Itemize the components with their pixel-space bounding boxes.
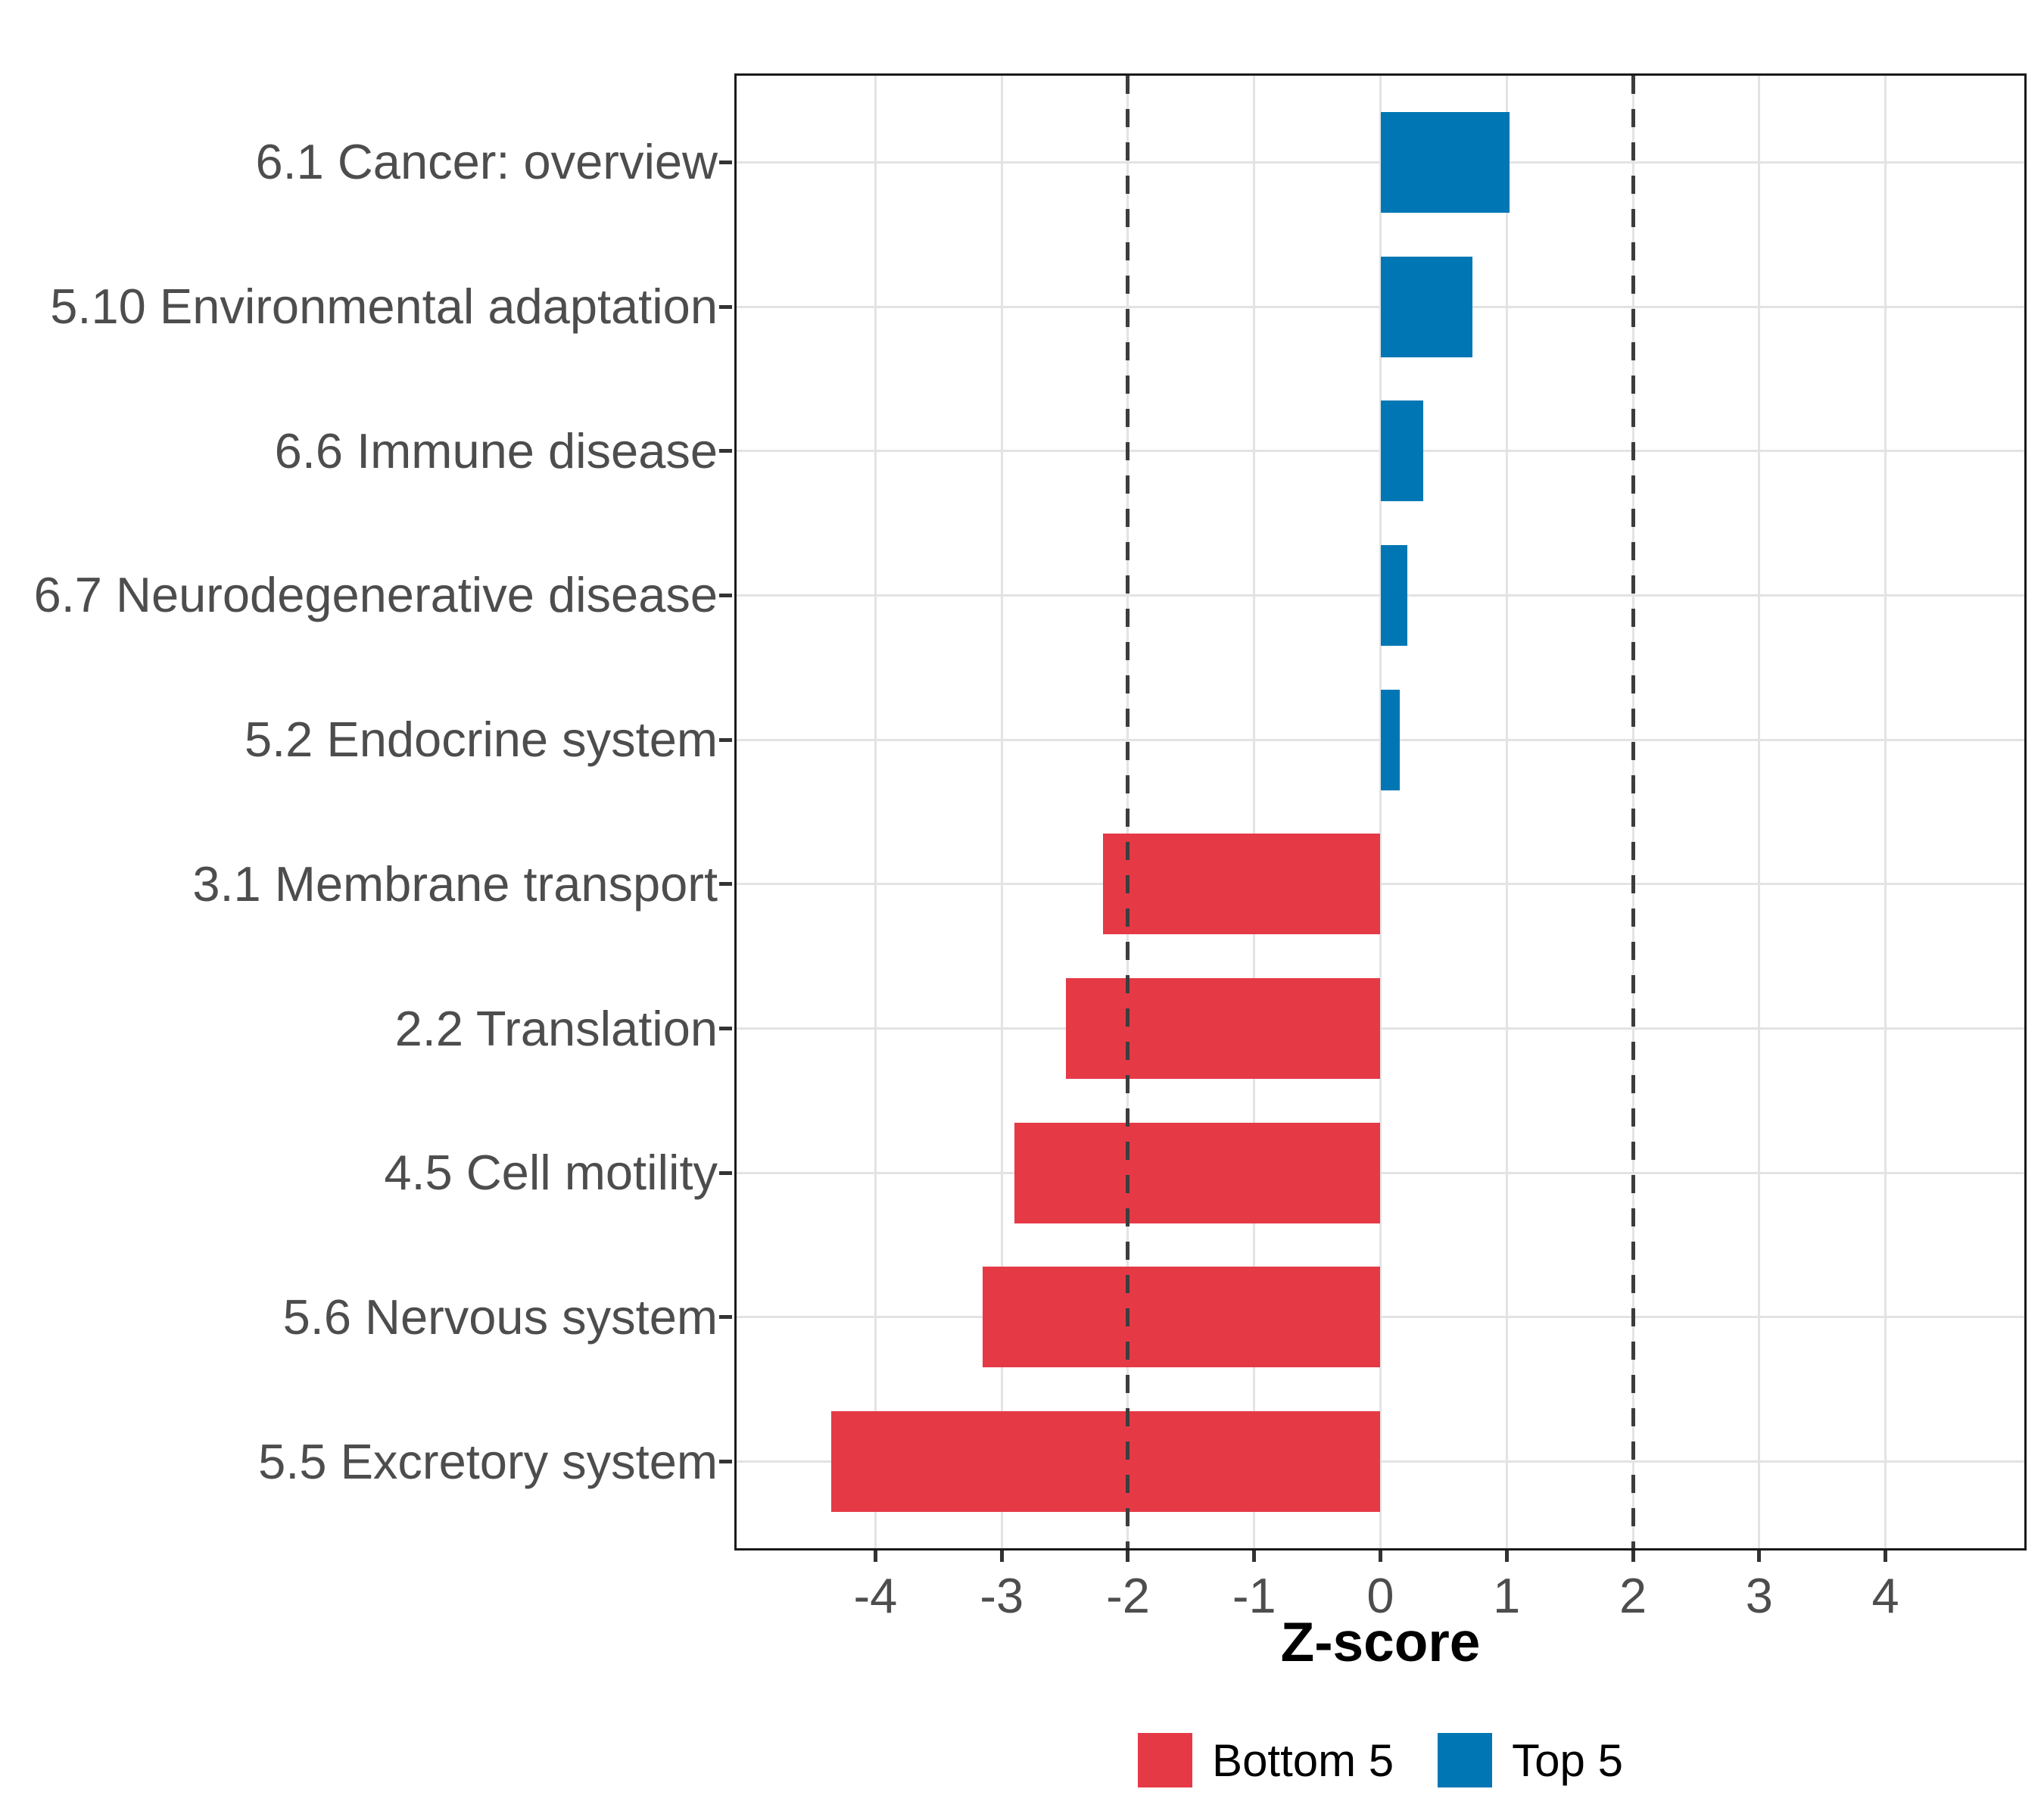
bar [1380,400,1424,502]
y-gridline [737,1316,2024,1319]
y-tick [719,160,732,164]
x-tick-label: 3 [1745,1568,1773,1623]
reference-line [1631,76,1635,1548]
x-gridline [874,76,877,1548]
y-gridline [737,1027,2024,1030]
x-tick-label: -4 [853,1568,898,1623]
category-label: 5.6 Nervous system [282,1289,718,1345]
x-tick-label: -2 [1106,1568,1150,1623]
x-gridline [1253,76,1256,1548]
bar [1380,544,1407,646]
x-tick-label: -1 [1232,1568,1276,1623]
legend-item-bottom5: Bottom 5 [1138,1733,1394,1787]
bar [1380,689,1400,790]
x-tick [1631,1551,1635,1562]
x-tick [999,1551,1004,1562]
category-label: 5.10 Environmental adaptation [50,279,718,335]
x-gridline [1379,76,1382,1548]
y-tick [719,1170,732,1175]
bar [1380,256,1473,357]
x-tick [1884,1551,1888,1562]
bar [983,1267,1381,1368]
bar [1066,978,1381,1080]
y-tick [719,449,732,453]
x-axis-title: Z-score [1280,1612,1481,1673]
y-gridline [737,1460,2024,1463]
x-tick-label: 1 [1493,1568,1521,1623]
legend-swatch-bottom5 [1138,1733,1193,1787]
y-tick [719,593,732,597]
legend-item-top5: Top 5 [1438,1733,1623,1787]
x-tick [1757,1551,1762,1562]
x-tick [1504,1551,1509,1562]
category-label: 2.2 Translation [394,1000,718,1056]
bar [1380,111,1510,213]
x-tick [1379,1551,1382,1562]
x-gridline [1758,76,1761,1548]
category-label: 5.5 Excretory system [258,1433,718,1489]
category-label: 6.6 Immune disease [274,422,718,478]
reference-line [1126,76,1130,1548]
y-tick [719,1027,732,1031]
legend-swatch-top5 [1438,1733,1493,1787]
category-label: 5.2 Endocrine system [244,712,718,768]
y-gridline [737,1171,2024,1174]
y-tick [719,304,732,309]
y-tick [719,882,732,887]
y-tick [719,1315,732,1320]
x-tick [1252,1551,1257,1562]
y-gridline [737,883,2024,886]
legend: Bottom 5 Top 5 [734,1726,2027,1794]
category-label: 6.1 Cancer: overview [255,134,718,190]
x-tick-label: 2 [1619,1568,1647,1623]
category-label: 4.5 Cell motility [384,1145,718,1201]
category-label: 6.7 Neurodegenerative disease [33,567,718,623]
x-gridline [1000,76,1003,1548]
y-tick [719,1460,732,1464]
x-gridline [1505,76,1508,1548]
x-tick [1126,1551,1130,1562]
legend-label-bottom5: Bottom 5 [1212,1734,1394,1786]
bar [1102,834,1381,935]
x-tick-label: -3 [980,1568,1024,1623]
x-tick [873,1551,877,1562]
x-tick-label: 0 [1366,1568,1394,1623]
x-gridline [1884,76,1887,1548]
y-tick [719,737,732,742]
bar [831,1411,1381,1513]
x-tick-label: 4 [1871,1568,1899,1623]
category-label: 3.1 Membrane transport [192,856,718,912]
bar [1014,1122,1381,1223]
plot-panel [734,73,2027,1551]
legend-label-top5: Top 5 [1512,1734,1623,1786]
